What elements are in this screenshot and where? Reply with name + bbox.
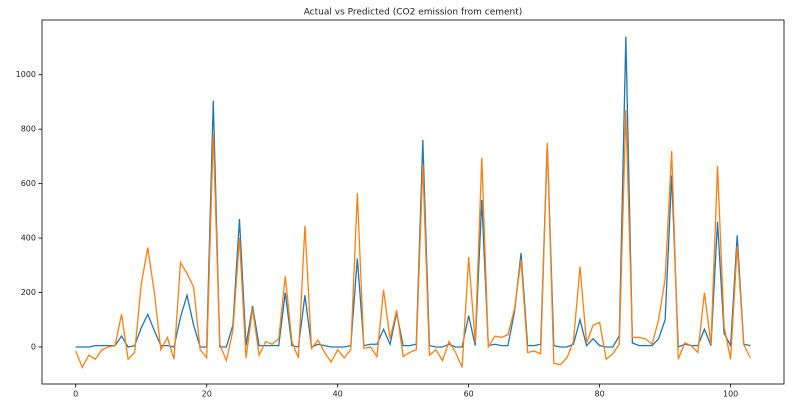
line-series (75, 36, 751, 348)
y-tick-label: 200 (21, 288, 36, 297)
x-tick-label: 40 (333, 390, 343, 399)
y-tick-label: 0 (31, 342, 36, 351)
x-tick-label: 0 (73, 390, 78, 399)
x-tick-label: 20 (202, 390, 212, 399)
y-tick-label: 400 (21, 234, 36, 243)
chart-title: Actual vs Predicted (CO2 emission from c… (304, 8, 523, 18)
x-tick-label: 60 (464, 390, 474, 399)
y-tick-label: 600 (21, 179, 36, 188)
y-tick-label: 800 (21, 125, 36, 134)
x-tick-label: 100 (723, 390, 738, 399)
x-tick-label: 80 (595, 390, 605, 399)
plot-frame (41, 19, 785, 385)
y-tick-label: 1000 (16, 70, 36, 79)
line-series (75, 110, 751, 369)
